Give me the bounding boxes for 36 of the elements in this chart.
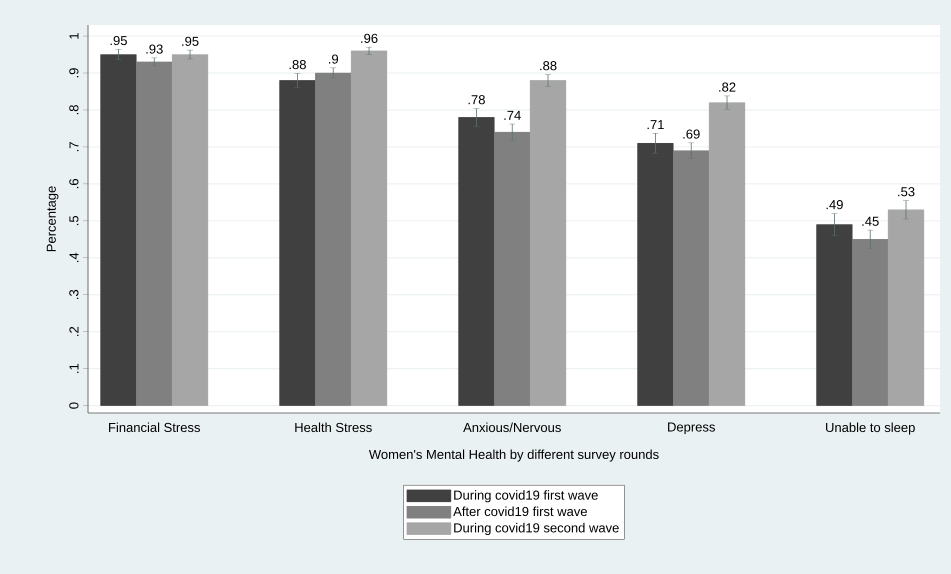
x-tick-label: Health Stress [295,422,372,432]
y-tick-label: .1 [70,364,78,373]
data-label: .53 [898,187,914,196]
legend-label: After covid19 first wave [453,506,587,516]
x-axis-title: Women's Mental Health by different survey rounds [368,450,659,462]
y-tick-label: 1 [70,33,78,39]
y-tick-label: .5 [69,216,78,226]
data-label: .69 [683,129,700,139]
legend-label: During covid19 second wave [454,522,619,536]
y-axis-title: Percentage [46,186,58,252]
y-tick-label: .2 [69,326,78,336]
data-label: .96 [361,34,378,43]
y-tick-label: .3 [69,290,78,299]
legend-label: During covid19 first wave [454,490,598,502]
data-label: .82 [719,82,736,92]
data-label: .95 [110,36,127,46]
y-tick-label: 0 [69,402,78,409]
x-tick-label: Unable to sleep [826,422,915,435]
y-tick-label: .9 [69,68,78,78]
data-label: .88 [290,60,306,70]
data-label: .71 [648,120,664,130]
y-tick-label: .6 [69,179,78,188]
data-label: .95 [182,36,199,46]
data-label: .93 [146,44,163,54]
data-label: .45 [862,216,879,226]
data-label: .74 [504,110,521,120]
data-label: .9 [328,54,338,64]
data-label: .88 [540,61,556,70]
y-tick-label: .7 [70,142,78,152]
x-tick-label: Anxious/Nervous [463,422,561,432]
data-label: .49 [826,200,843,210]
x-tick-label: Depress [668,422,715,434]
y-tick-label: .8 [69,105,78,114]
y-tick-label: .4 [70,252,78,262]
x-tick-label: Financial Stress [109,422,200,432]
data-label: .78 [468,95,485,104]
